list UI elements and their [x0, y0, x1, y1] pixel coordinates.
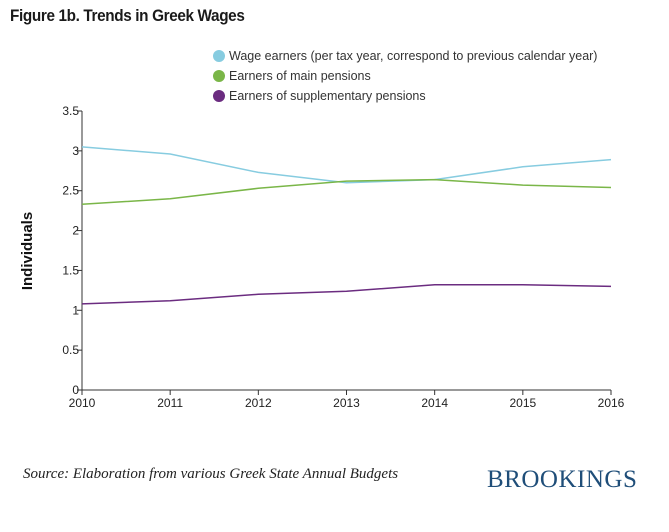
chart-title: Figure 1b. Trends in Greek Wages	[10, 6, 245, 25]
y-tick-label-2: 1	[72, 303, 79, 317]
x-tick-label-1: 2011	[157, 396, 183, 410]
x-tick-label-2: 2012	[245, 396, 272, 410]
y-tick-label-4: 2	[72, 224, 79, 238]
x-tick-label-4: 2014	[421, 396, 448, 410]
brookings-logo: BROOKINGS	[487, 466, 638, 493]
chart-legend: Wage earners (per tax year, correspond t…	[213, 46, 597, 106]
y-tick-label-3: 1.5	[62, 263, 79, 277]
series-line-2	[81, 284, 612, 305]
y-tick-label-6: 3	[72, 144, 79, 158]
legend-dot-main-pensions	[213, 70, 225, 82]
x-tick-label-3: 2013	[333, 396, 360, 410]
legend-item-wage-earners[interactable]: Wage earners (per tax year, correspond t…	[213, 46, 597, 66]
legend-dot-supplementary-pensions	[213, 90, 225, 102]
y-axis-label: Individuals	[19, 212, 36, 290]
source-note: Source: Elaboration from various Greek S…	[23, 466, 399, 482]
y-tick-label-5: 2.5	[62, 184, 79, 198]
y-tick-label-7: 3.5	[62, 104, 79, 118]
legend-item-supplementary-pensions[interactable]: Earners of supplementary pensions	[213, 86, 597, 106]
legend-dot-wage-earners	[213, 50, 225, 62]
series-line-0	[81, 146, 612, 184]
x-tick-label-6: 2016	[598, 396, 625, 410]
legend-label-supplementary-pensions: Earners of supplementary pensions	[229, 89, 426, 103]
legend-label-main-pensions: Earners of main pensions	[229, 69, 371, 83]
y-tick-label-1: 0.5	[62, 343, 79, 357]
x-tick-label-0: 2010	[69, 396, 96, 410]
legend-label-wage-earners: Wage earners (per tax year, correspond t…	[229, 49, 598, 63]
x-tick-label-5: 2015	[509, 396, 536, 410]
series-line-1	[81, 178, 612, 206]
y-tick-label-0: 0	[72, 383, 79, 397]
legend-item-main-pensions[interactable]: Earners of main pensions	[213, 66, 597, 86]
